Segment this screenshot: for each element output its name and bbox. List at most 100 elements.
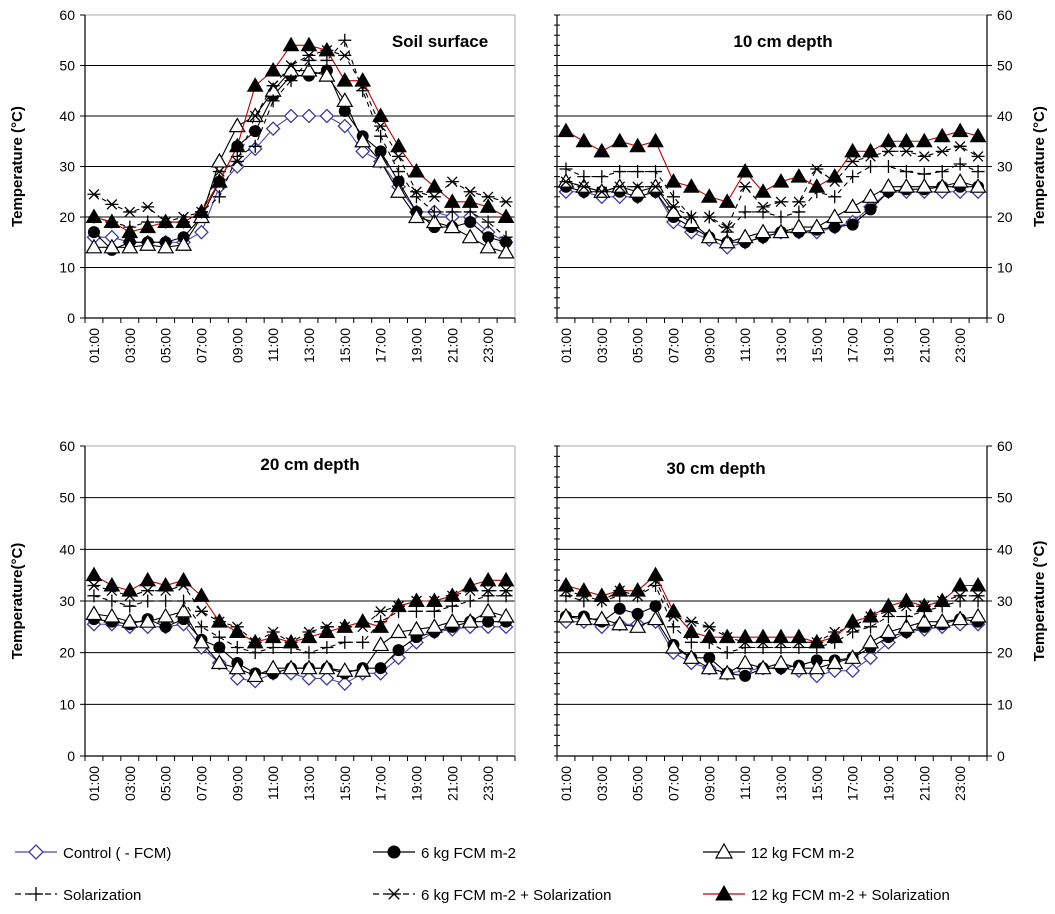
data-point: [336, 662, 354, 677]
data-point: [862, 142, 879, 158]
data-point: [175, 602, 193, 618]
data-point: [613, 181, 627, 193]
x-tick-label: 19:00: [880, 328, 896, 363]
data-point: [87, 580, 101, 591]
data-point: [933, 592, 951, 607]
data-point: [899, 146, 913, 157]
data-point: [879, 623, 897, 639]
x-tick-label: 07:00: [665, 766, 681, 801]
data-point: [499, 585, 513, 597]
data-point: [266, 80, 280, 92]
data-point: [87, 589, 101, 603]
x-tick-label: 03:00: [594, 328, 610, 363]
series-6: [85, 36, 515, 239]
data-point: [774, 210, 788, 224]
data-point: [756, 201, 770, 213]
y-tick-label: 20: [997, 209, 1013, 225]
data-point: [682, 649, 700, 664]
data-point: [284, 60, 298, 71]
x-tick-label: 11:00: [265, 766, 281, 800]
legend-marker: [29, 887, 43, 901]
data-point: [864, 203, 877, 216]
data-point: [772, 223, 790, 239]
y-tick-label: 20: [59, 645, 75, 661]
y-tick-label: 40: [59, 541, 75, 557]
data-point: [611, 177, 629, 193]
data-point: [211, 173, 228, 188]
x-tick-label: 13:00: [773, 766, 789, 801]
data-point: [159, 620, 172, 633]
x-tick-label: 15:00: [809, 766, 825, 801]
data-point: [664, 638, 682, 654]
data-point: [593, 587, 611, 602]
series-line: [565, 181, 979, 243]
x-tick-label: 03:00: [122, 766, 138, 801]
data-point: [139, 218, 157, 234]
y-tick-label: 0: [67, 310, 75, 326]
y-tick-label: 60: [59, 7, 75, 23]
data-point: [808, 218, 826, 234]
series-line: [565, 584, 979, 654]
data-point: [649, 165, 663, 179]
data-point: [390, 597, 407, 613]
data-point: [846, 170, 860, 184]
data-point: [792, 205, 806, 219]
x-tick-label: 13:00: [773, 328, 789, 363]
data-point: [700, 628, 718, 644]
data-point: [338, 50, 352, 61]
y-tick-label: 60: [997, 7, 1013, 23]
legend-label: 12 kg FCM m-2: [751, 845, 854, 862]
data-point: [497, 607, 515, 623]
x-tick-label: 17:00: [373, 328, 389, 363]
data-point: [557, 607, 575, 623]
series-5: [87, 580, 513, 648]
data-point: [953, 590, 967, 602]
data-point: [951, 122, 969, 138]
data-point: [85, 605, 103, 621]
series-line: [93, 595, 507, 654]
data-point: [718, 233, 736, 249]
data-point: [392, 644, 405, 657]
chart-panel-4: 0 10 20 30 40 50 60 01:00 03:00 05:00 07:00 09:00 11…: [554, 438, 1048, 801]
x-tick-label: 11:00: [265, 328, 281, 362]
data-point: [408, 592, 425, 607]
data-point: [87, 226, 100, 239]
data-point: [372, 152, 390, 168]
data-point: [211, 613, 228, 628]
data-point: [577, 181, 591, 193]
data-point: [864, 160, 878, 173]
data-point: [736, 163, 754, 178]
data-point: [105, 594, 119, 608]
data-point: [337, 118, 353, 134]
series-line: [565, 191, 979, 248]
data-point: [810, 163, 824, 175]
data-point: [683, 178, 700, 193]
data-point: [915, 597, 933, 613]
data-point: [246, 633, 264, 649]
data-point: [461, 228, 479, 244]
x-tick-label: 17:00: [845, 328, 861, 363]
data-point: [354, 132, 372, 148]
data-point: [739, 669, 752, 682]
data-point: [392, 151, 406, 162]
data-point: [175, 213, 192, 229]
data-point: [772, 654, 790, 670]
data-point: [479, 238, 497, 254]
data-point: [593, 183, 611, 198]
data-point: [319, 108, 335, 124]
data-point: [390, 137, 407, 153]
y-tick-label: 40: [59, 108, 75, 124]
data-point: [772, 628, 790, 644]
data-point: [246, 77, 264, 92]
data-point: [844, 649, 862, 664]
data-point: [700, 659, 718, 675]
data-point: [87, 188, 101, 200]
data-point: [629, 137, 646, 153]
data-point: [575, 132, 593, 148]
data-point: [969, 177, 987, 193]
data-point: [683, 623, 700, 638]
data-point: [210, 152, 228, 168]
data-point: [897, 177, 915, 193]
data-point: [284, 74, 298, 88]
data-point: [772, 173, 790, 188]
